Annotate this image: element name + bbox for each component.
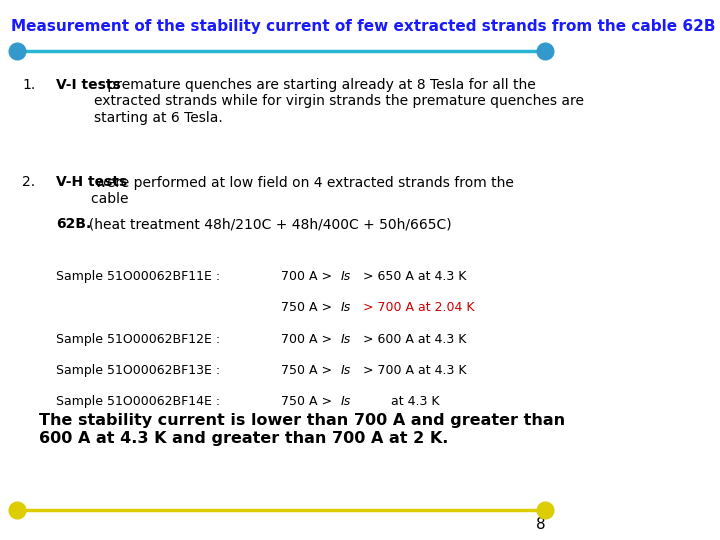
Text: V-I tests: V-I tests bbox=[56, 78, 121, 92]
Text: 700 A >: 700 A > bbox=[282, 333, 336, 346]
Text: The stability current is lower than 700 A and greater than
600 A at 4.3 K and gr: The stability current is lower than 700 … bbox=[40, 413, 565, 446]
Text: Is: Is bbox=[341, 333, 351, 346]
Text: 750 A >: 750 A > bbox=[282, 301, 336, 314]
Text: Sample 51O00062BF13E :: Sample 51O00062BF13E : bbox=[56, 364, 225, 377]
Text: V-H tests: V-H tests bbox=[56, 176, 127, 190]
Text: Sample 51O00062BF11E :: Sample 51O00062BF11E : bbox=[56, 270, 225, 283]
Text: Is: Is bbox=[341, 301, 351, 314]
Text: Is: Is bbox=[341, 270, 351, 283]
Text: Sample 51O00062BF14E :: Sample 51O00062BF14E : bbox=[56, 395, 225, 408]
Text: 2.: 2. bbox=[22, 176, 35, 190]
Text: > 700 A at 4.3 K: > 700 A at 4.3 K bbox=[359, 364, 467, 377]
Text: > 600 A at 4.3 K: > 600 A at 4.3 K bbox=[359, 333, 466, 346]
Text: 700 A >: 700 A > bbox=[282, 270, 336, 283]
Text: 750 A >: 750 A > bbox=[282, 364, 336, 377]
Text: > 650 A at 4.3 K: > 650 A at 4.3 K bbox=[359, 270, 466, 283]
Text: 62B.: 62B. bbox=[56, 217, 91, 231]
Text: : premature quenches are starting already at 8 Tesla for all the
extracted stran: : premature quenches are starting alread… bbox=[94, 78, 584, 125]
Text: 1.: 1. bbox=[22, 78, 36, 92]
Text: Sample 51O00062BF12E :: Sample 51O00062BF12E : bbox=[56, 333, 225, 346]
Text: Is: Is bbox=[341, 364, 351, 377]
Text: were performed at low field on 4 extracted strands from the
cable: were performed at low field on 4 extract… bbox=[91, 176, 514, 206]
Text: > 700 A at 2.04 K: > 700 A at 2.04 K bbox=[359, 301, 474, 314]
Text: 750 A >: 750 A > bbox=[282, 395, 336, 408]
Text: Measurement of the stability current of few extracted strands from the cable 62B: Measurement of the stability current of … bbox=[12, 19, 716, 34]
Text: (heat treatment 48h/210C + 48h/400C + 50h/665C): (heat treatment 48h/210C + 48h/400C + 50… bbox=[81, 217, 452, 231]
Text: 8: 8 bbox=[536, 517, 546, 532]
Text: at 4.3 K: at 4.3 K bbox=[359, 395, 439, 408]
Text: Is: Is bbox=[341, 395, 351, 408]
